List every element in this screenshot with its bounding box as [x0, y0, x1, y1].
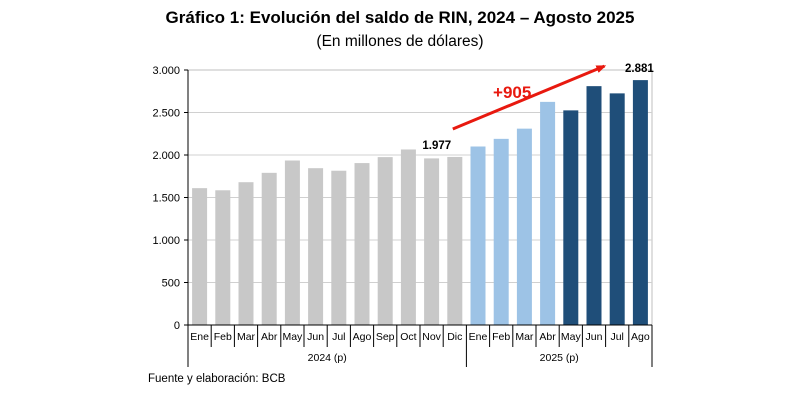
- start-value-label: 1.977: [422, 140, 451, 152]
- bar: [284, 160, 300, 325]
- x-tick-label: Feb: [492, 331, 510, 343]
- bar: [308, 168, 324, 325]
- x-tick-label: Dic: [447, 331, 462, 343]
- x-tick-label: May: [561, 331, 582, 343]
- bar: [354, 163, 370, 325]
- source-note: Fuente y elaboración: BCB: [148, 373, 286, 385]
- x-tick-label: Jun: [307, 331, 324, 343]
- x-tick-label: Ene: [469, 331, 488, 343]
- year-group-label: 2024 (p): [308, 352, 347, 364]
- bar: [470, 146, 486, 325]
- x-tick-label: Feb: [214, 331, 232, 343]
- y-tick-label: 0: [174, 320, 180, 332]
- bar: [540, 101, 556, 325]
- x-tick-label: May: [282, 331, 303, 343]
- bar: [192, 188, 208, 325]
- x-tick-label: Ago: [631, 331, 650, 343]
- y-tick-label: 1.000: [152, 235, 180, 247]
- x-tick-label: Jul: [610, 331, 623, 343]
- y-tick-label: 500: [162, 278, 180, 290]
- end-value-label: 2.881: [625, 63, 654, 75]
- bar: [632, 80, 648, 326]
- x-tick-label: Sep: [376, 331, 395, 343]
- x-tick-label: Mar: [237, 331, 256, 343]
- y-tick-label: 2.500: [152, 108, 180, 120]
- x-tick-label: Ene: [190, 331, 209, 343]
- bar: [493, 138, 509, 325]
- x-tick-label: Oct: [400, 331, 416, 343]
- bar: [261, 172, 277, 325]
- bar: [447, 156, 463, 325]
- x-tick-label: Mar: [515, 331, 534, 343]
- chart-subtitle: (En millones de dólares): [316, 33, 484, 50]
- bar: [424, 158, 440, 325]
- x-tick-label: Jun: [586, 331, 603, 343]
- x-tick-label: Abr: [261, 331, 278, 343]
- chart-title: Gráfico 1: Evolución del saldo de RIN, 2…: [165, 8, 635, 27]
- bar: [377, 157, 393, 325]
- x-tick-label: Nov: [422, 331, 441, 343]
- change-label: +905: [493, 83, 531, 102]
- bar: [238, 182, 254, 325]
- bar: [400, 149, 416, 325]
- y-tick-label: 1.500: [152, 193, 180, 205]
- x-tick-label: Abr: [539, 331, 556, 343]
- y-tick-label: 2.000: [152, 150, 180, 162]
- bar: [215, 190, 231, 325]
- trend-arrow: [452, 64, 607, 131]
- y-tick-label: 3.000: [152, 65, 180, 77]
- bar: [331, 170, 347, 325]
- bar: [586, 86, 602, 326]
- x-tick-label: Jul: [332, 331, 345, 343]
- bar: [563, 110, 579, 325]
- x-tick-label: Ago: [353, 331, 372, 343]
- bar: [609, 93, 625, 325]
- year-group-label: 2025 (p): [540, 352, 579, 364]
- bar: [516, 128, 532, 325]
